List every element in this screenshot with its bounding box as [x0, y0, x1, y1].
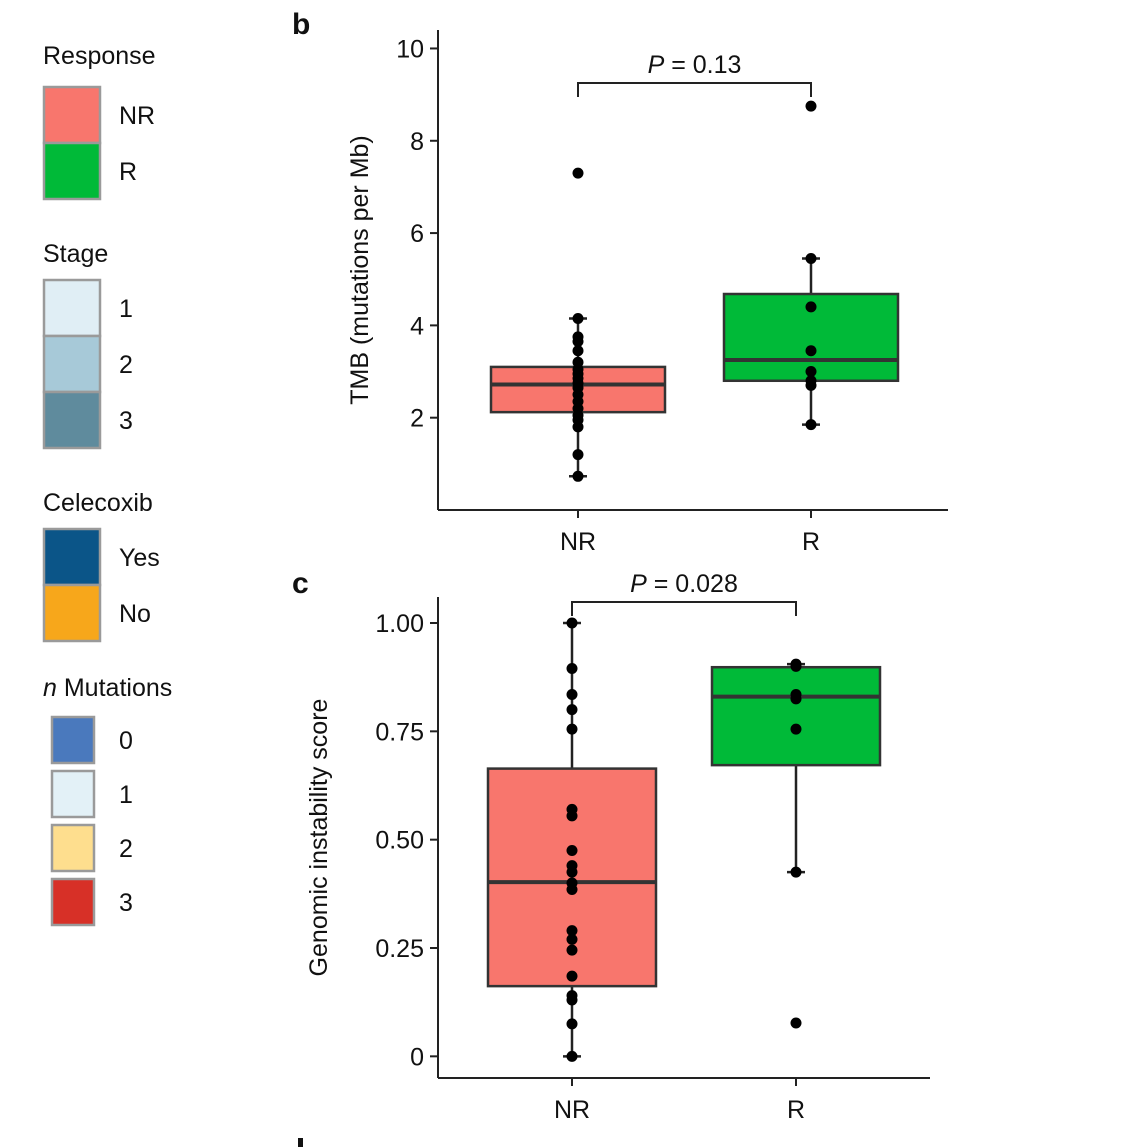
y-tick-label: 1.00 — [375, 610, 424, 638]
p-value: = 0.028 — [647, 570, 738, 598]
data-point — [572, 470, 584, 482]
significance-bracket — [577, 82, 812, 97]
data-point — [790, 660, 802, 672]
data-point — [566, 663, 578, 674]
data-point — [790, 1017, 802, 1029]
legend-swatch-yes — [42, 527, 102, 587]
y-tick-label: 8 — [410, 128, 424, 156]
legend-swatch-nr — [42, 85, 102, 145]
data-point — [566, 933, 578, 945]
legend-title-text: Response — [43, 42, 156, 70]
legend-label: 1 — [119, 295, 133, 323]
data-point — [566, 617, 578, 629]
legend-swatch-3 — [42, 390, 102, 450]
legend-label: NR — [119, 102, 155, 130]
legend-title-text: Mutations — [64, 674, 172, 702]
data-point — [805, 345, 817, 357]
data-point — [805, 366, 817, 378]
data-point — [572, 167, 584, 179]
p-label: P — [648, 51, 665, 79]
legend-swatch-0 — [50, 715, 96, 765]
legend-label: 3 — [119, 407, 133, 435]
data-point — [566, 884, 578, 895]
data-point — [566, 723, 578, 735]
x-tick-label: R — [802, 528, 820, 556]
x-tick-label: NR — [560, 528, 596, 556]
p-value: = 0.13 — [664, 51, 741, 79]
data-point — [805, 419, 817, 431]
legend-label: 2 — [119, 351, 133, 379]
x-tick-label: NR — [554, 1096, 590, 1124]
legend-title-italic: n — [43, 674, 64, 702]
legend-swatch-3 — [50, 877, 96, 927]
data-point — [790, 866, 802, 878]
legend-title-text: Stage — [43, 240, 108, 268]
y-tick-label: 0.75 — [375, 718, 424, 746]
legend-label: 3 — [119, 889, 133, 917]
data-point — [566, 689, 578, 700]
data-point — [566, 944, 578, 956]
data-point — [566, 1018, 578, 1030]
p-label: P — [630, 570, 647, 598]
legend-label: Yes — [119, 544, 160, 572]
legend-swatch-1 — [42, 278, 102, 338]
data-point — [566, 810, 578, 822]
legend-title-2: Celecoxib — [43, 489, 153, 517]
data-point — [572, 312, 584, 324]
data-point — [566, 845, 578, 856]
y-tick-label: 4 — [410, 312, 424, 340]
data-point — [572, 421, 584, 433]
cropped-panel-letter-d — [298, 1138, 303, 1147]
data-point — [805, 252, 817, 264]
legend-swatch-1 — [50, 769, 96, 819]
data-point — [572, 345, 584, 357]
y-tick-label: 6 — [410, 220, 424, 248]
data-point — [566, 925, 578, 937]
legend-swatch-2 — [42, 334, 102, 394]
data-point — [572, 336, 584, 348]
data-point — [805, 100, 817, 112]
data-point — [805, 379, 817, 391]
y-tick-label: 10 — [396, 35, 424, 63]
legend-label: 2 — [119, 835, 133, 863]
y-axis-label: TMB (mutations per Mb) — [346, 135, 374, 405]
data-point — [790, 723, 802, 735]
legend-title-text: Celecoxib — [43, 489, 153, 517]
y-axis-label: Genomic instability score — [305, 699, 333, 977]
data-point — [790, 693, 802, 705]
data-point — [566, 866, 578, 878]
y-tick-label: 0.25 — [375, 935, 424, 963]
y-tick-label: 0 — [410, 1043, 424, 1071]
x-tick-label: R — [787, 1096, 805, 1124]
p-value-annotation: P = 0.028 — [630, 570, 738, 598]
data-point — [566, 704, 578, 716]
y-tick-label: 2 — [410, 405, 424, 433]
data-point — [805, 301, 817, 313]
panel-letter-b: b — [292, 8, 310, 41]
significance-bracket — [571, 601, 797, 616]
p-value-annotation: P = 0.13 — [648, 51, 742, 79]
legend-title-0: Response — [43, 42, 156, 70]
legend-label: 1 — [119, 781, 133, 809]
y-tick-label: 0.50 — [375, 827, 424, 855]
legend: Response NR R Stage 1 2 3 Celecoxib Yes No n Mutat… — [42, 42, 172, 927]
legend-title-3: n Mutations — [43, 674, 172, 702]
chart-genomic-instability: 0 0.25 0.50 0.75 1.00 Genomic instability sco… — [305, 570, 930, 1124]
data-point — [572, 449, 584, 461]
legend-title-1: Stage — [43, 240, 108, 268]
chart-tmb: 2 4 6 8 10 TMB (mutations per Mb) NR R P = 0.13 — [346, 30, 948, 556]
legend-label: 0 — [119, 727, 133, 755]
legend-swatch-2 — [50, 823, 96, 873]
panel-letter-c: c — [292, 567, 309, 600]
legend-label: No — [119, 600, 151, 628]
legend-swatch-r — [42, 141, 102, 201]
legend-label: R — [119, 158, 137, 186]
data-point — [566, 970, 578, 982]
box-r — [710, 665, 882, 767]
data-point — [566, 1050, 578, 1062]
legend-swatch-no — [42, 583, 102, 643]
data-point — [566, 994, 578, 1006]
